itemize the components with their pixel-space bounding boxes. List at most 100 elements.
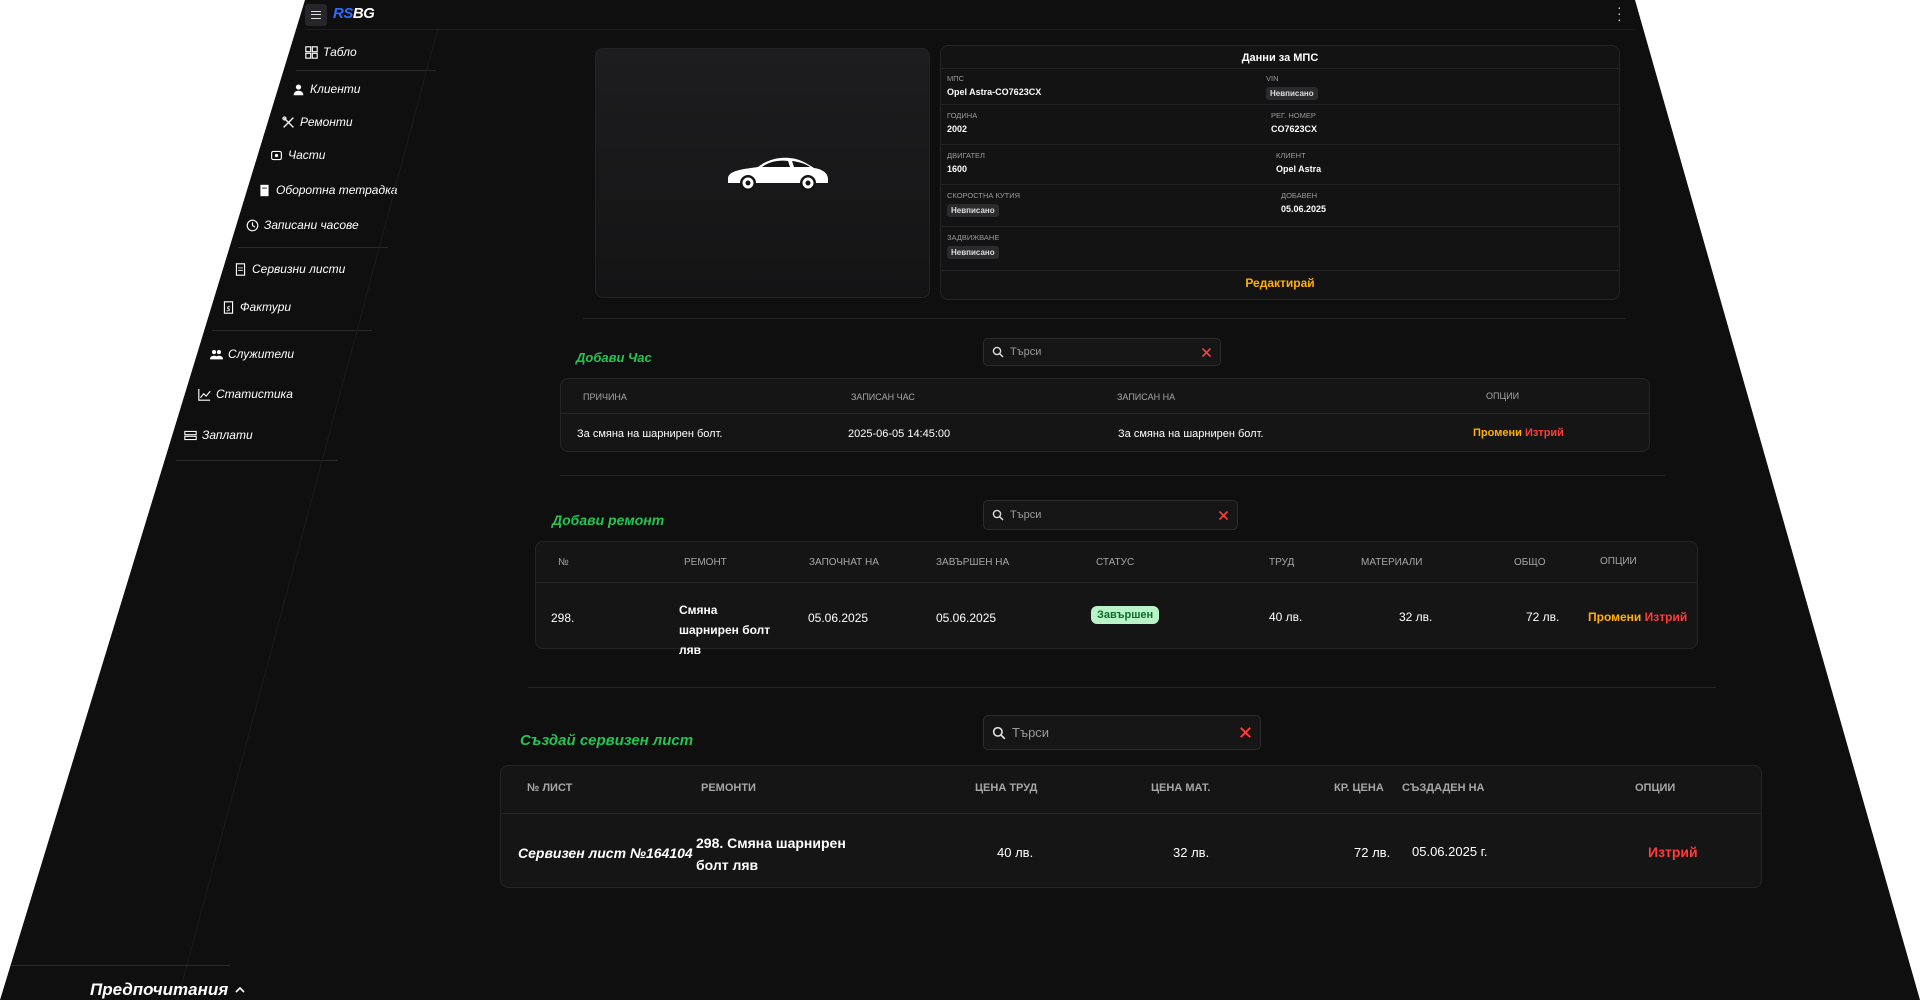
info-row: Двигател 1600 Клиент Opel Astra (941, 144, 1619, 184)
sidebar-item-parts[interactable]: Части (270, 148, 325, 162)
preferences-toggle[interactable]: Предпочитания (90, 980, 246, 1000)
table-cell-for: За смяна на шарнирен болт. (1118, 428, 1264, 440)
sidebar-item-statistics[interactable]: Статистика (198, 387, 293, 401)
create-service-sheet-button[interactable]: Създай сервизен лист (520, 732, 694, 749)
column-header: № Лист (527, 782, 573, 794)
add-repair-button[interactable]: Добави ремонт (552, 512, 665, 528)
sidebar-item-label: Ремонти (300, 115, 353, 129)
sheets-search-input[interactable] (1012, 725, 1233, 740)
sidebar-item-notebook[interactable]: Оборотна тетрадка (258, 183, 397, 197)
sidebar-divider (296, 70, 436, 71)
hours-search-input[interactable] (1010, 346, 1195, 358)
hours-search (983, 338, 1221, 366)
header-separator (561, 413, 1649, 414)
clock-icon (246, 219, 259, 231)
sidebar-border (177, 30, 438, 1000)
sidebar-item-label: Сервизни листи (252, 262, 346, 276)
gearbox-field: Скоростна кутия Невписано (947, 191, 1021, 217)
sidebar-divider (238, 247, 388, 248)
engine-field: Двигател 1600 (947, 151, 985, 174)
sidebar-item-label: Записани часове (264, 218, 359, 232)
sidebar-item-salaries[interactable]: Заплати (184, 428, 253, 442)
table-cell-repair: Смяна шарнирен болт ляв (679, 603, 771, 657)
menu-toggle-button[interactable] (305, 4, 327, 26)
more-menu-icon[interactable]: · · · (1617, 0, 1622, 27)
table-cell-number: 298. (551, 611, 575, 625)
clear-search-icon[interactable] (1218, 510, 1229, 521)
sidebar-item-label: Статистика (216, 387, 293, 401)
chart-icon (198, 388, 211, 401)
column-header: Цена труд (975, 782, 1038, 794)
table-cell-labor: 40 лв. (1269, 610, 1303, 624)
delete-sheet-button[interactable]: Изтрий (1648, 844, 1698, 860)
employees-icon (210, 349, 223, 359)
column-header: Опции (1635, 782, 1676, 794)
column-header: Цена мат. (1151, 782, 1211, 794)
clear-search-icon[interactable] (1239, 726, 1252, 739)
drive-field: Задвижване Невписано (947, 233, 1000, 259)
reg-number-field: Рег. номер CO7623CX (1271, 111, 1318, 134)
repairs-search-input[interactable] (1010, 509, 1212, 521)
table-cell-finished: 05.06.2025 (936, 611, 997, 625)
info-row-separator (941, 270, 1619, 271)
top-bar: RSBG · · · (305, 0, 1635, 30)
service-sheets-table: № Лист Ремонти Цена труд Цена мат. Кр. ц… (500, 765, 1762, 888)
sidebar-item-employees[interactable]: Служители (210, 347, 294, 361)
sidebar-item-dashboard[interactable]: Табло (305, 45, 357, 59)
table-cell-reason: За смяна на шарнирен болт. (577, 428, 723, 440)
hamburger-icon (311, 11, 321, 19)
delete-repair-button[interactable]: Изтрий (1644, 610, 1688, 624)
sidebar-item-label: Табло (323, 45, 357, 59)
sidebar-item-clients[interactable]: Клиенти (292, 82, 360, 96)
sidebar-divider (0, 965, 230, 966)
chevron-up-icon (235, 986, 245, 993)
row-actions: Промени Изтрий (1473, 427, 1564, 439)
search-icon (992, 346, 1004, 358)
edit-vehicle-button[interactable]: Редактирай (1245, 276, 1315, 290)
delete-hour-button[interactable]: Изтрий (1524, 427, 1564, 439)
vehicle-info-card: Данни за МПС МПС Opel Astra-CO7623CX VIN… (940, 45, 1620, 300)
parts-icon (271, 150, 282, 160)
table-cell-total: 72 лв. (1526, 610, 1560, 624)
hours-table: Причина Записан час Записан на Опции За … (560, 378, 1650, 452)
column-header: Започнат на (809, 557, 879, 568)
repairs-search (983, 500, 1238, 530)
row-actions: Промени Изтрий (1588, 610, 1687, 624)
column-header: Труд (1269, 557, 1295, 568)
info-row: МПС Opel Astra-CO7623CX VIN Невписано (941, 68, 1619, 104)
search-icon (992, 726, 1006, 739)
client-field: Клиент Opel Astra (1276, 151, 1322, 174)
status-badge: Завършен (1091, 606, 1160, 624)
app-logo[interactable]: RSBG (333, 5, 375, 22)
header-separator (536, 582, 1697, 583)
sidebar-item-label: Оборотна тетрадка (276, 183, 398, 197)
preferences-label: Предпочитания (90, 980, 229, 999)
section-divider (528, 687, 1716, 688)
sidebar-item-repairs[interactable]: Ремонти (282, 115, 353, 129)
edit-hour-button[interactable]: Промени (1473, 427, 1522, 439)
row-actions: Изтрий (1648, 844, 1698, 860)
car-icon (728, 157, 828, 191)
sidebar-item-service-sheets[interactable]: Сервизни листи (234, 262, 345, 276)
column-header: Опции (1486, 391, 1520, 401)
edit-repair-button[interactable]: Промени (1588, 610, 1642, 624)
column-header: Общо (1514, 557, 1546, 568)
add-hour-button[interactable]: Добави Час (576, 350, 652, 365)
sidebar-item-label: Заплати (202, 428, 253, 442)
table-cell-materials: 32 лв. (1399, 610, 1433, 624)
info-row: Година 2002 Рег. номер CO7623CX (941, 104, 1619, 144)
sidebar-item-logged-hours[interactable]: Записани часове (246, 218, 359, 232)
sidebar-divider (176, 460, 338, 461)
column-header: Ремонти (701, 782, 756, 794)
vin-field: VIN Невписано (1266, 74, 1318, 101)
column-header: Статус (1096, 557, 1135, 568)
invoice-icon: $ (223, 300, 234, 314)
table-cell-sheet[interactable]: Сервизен лист №164104 (518, 845, 693, 861)
column-header: Кр. цена (1334, 782, 1384, 794)
sidebar-item-invoices[interactable]: $ Фактури (222, 300, 291, 314)
column-header: Опции (1600, 556, 1637, 567)
notebook-icon (260, 184, 269, 196)
clear-search-icon[interactable] (1201, 347, 1212, 358)
sidebar-item-label: Фактури (240, 300, 292, 314)
